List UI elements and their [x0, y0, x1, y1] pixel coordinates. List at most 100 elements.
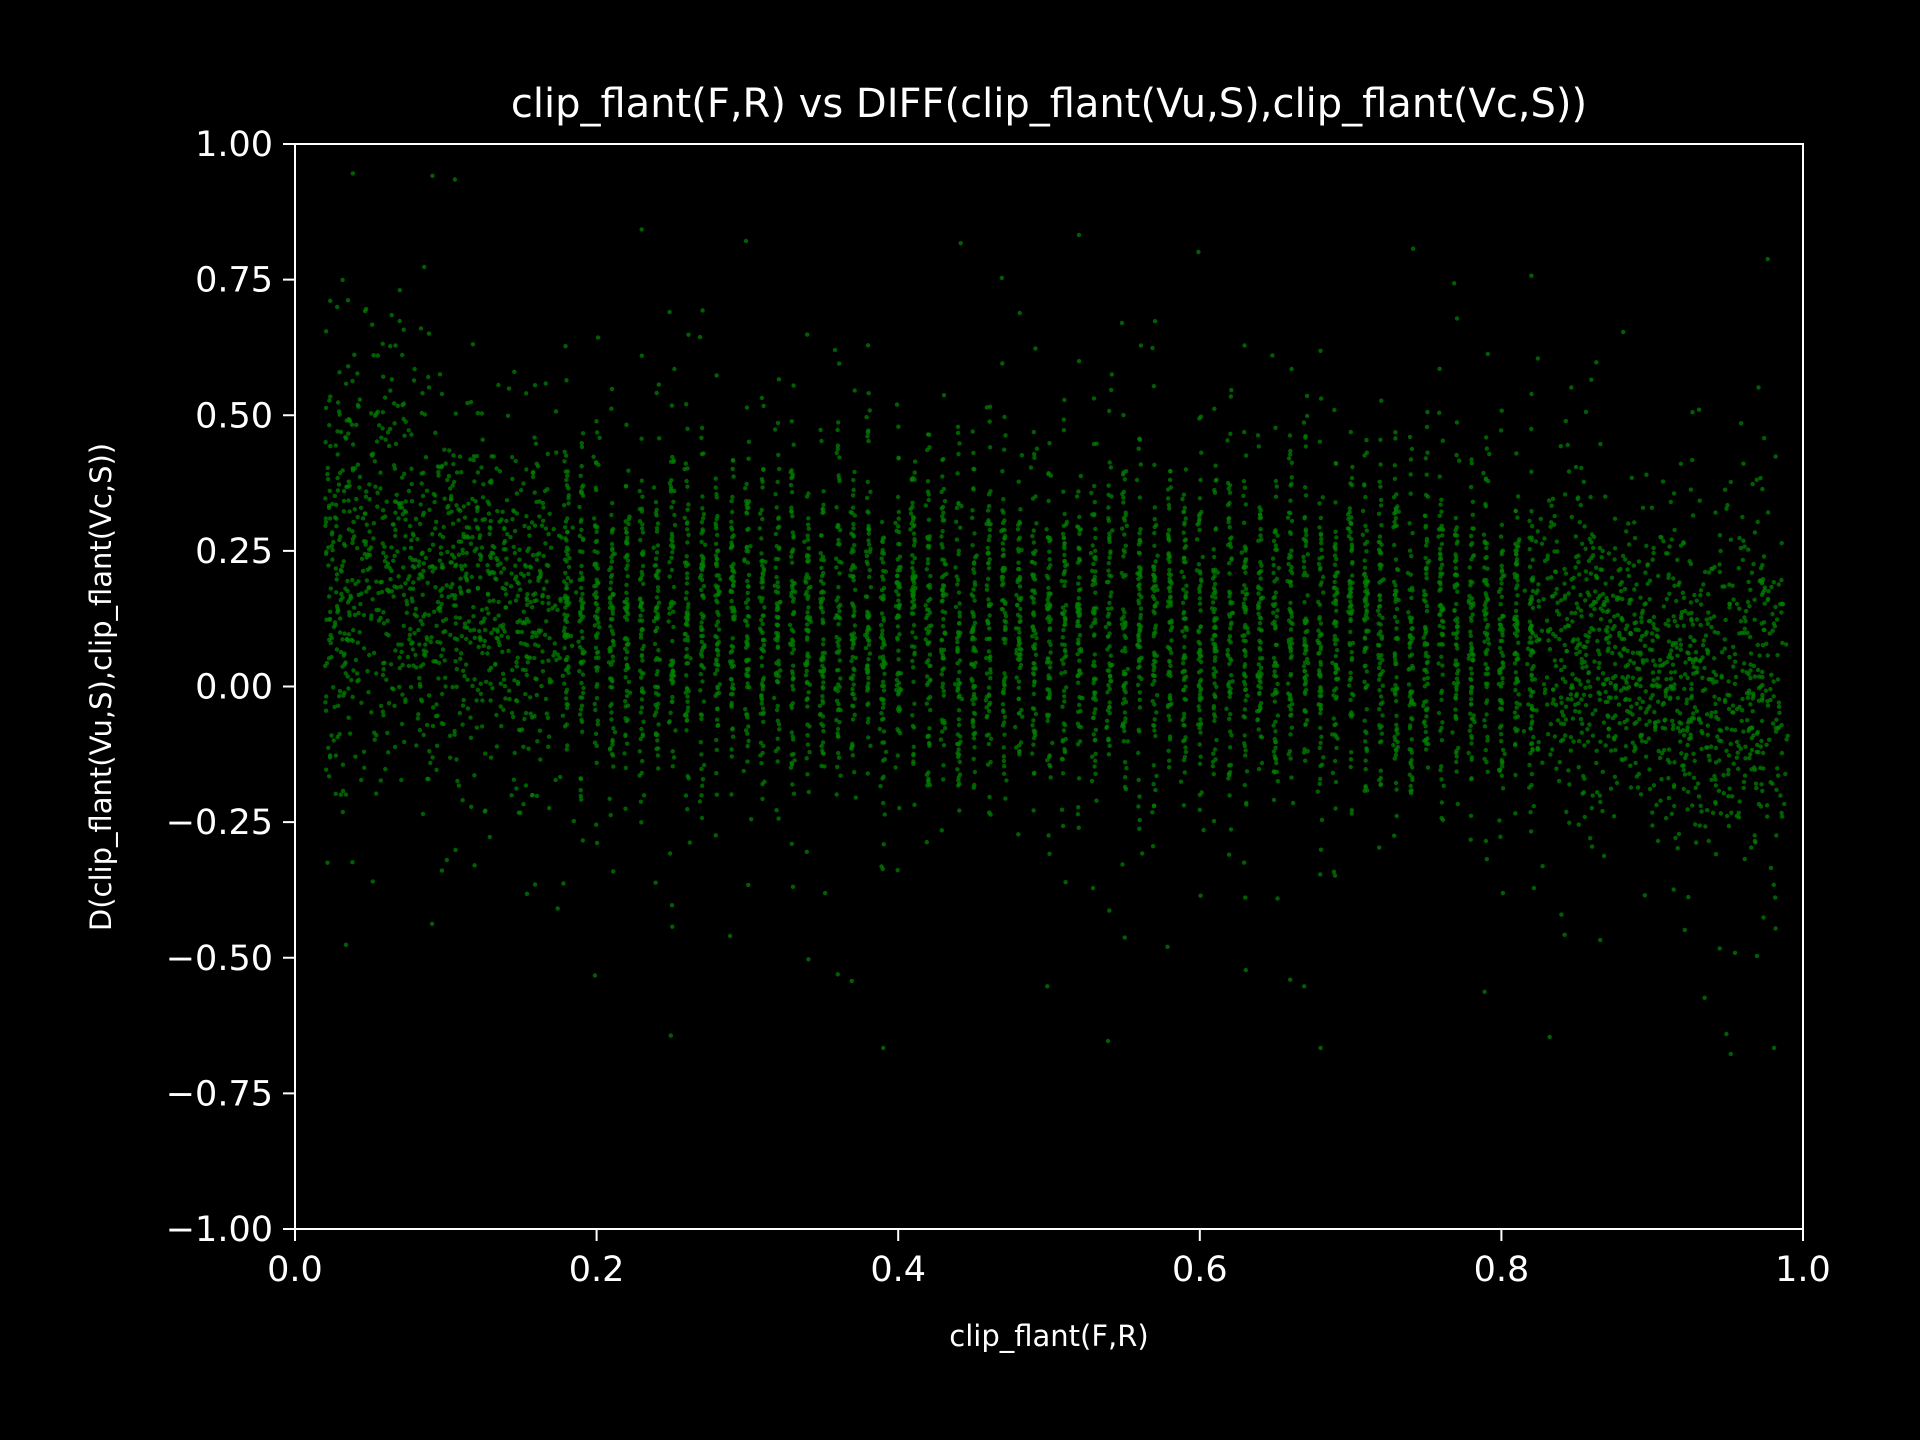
scatter-point — [610, 659, 615, 664]
scatter-point — [924, 607, 930, 612]
scatter-point — [1318, 644, 1324, 649]
scatter-point — [436, 473, 441, 478]
scatter-point — [1349, 750, 1354, 755]
scatter-point — [1271, 610, 1276, 615]
scatter-point — [837, 684, 842, 690]
scatter-point — [504, 581, 509, 586]
scatter-point — [1275, 713, 1281, 718]
scatter-point — [367, 529, 372, 534]
scatter-point — [577, 533, 582, 539]
scatter-point — [790, 474, 795, 480]
scatter-point — [474, 725, 479, 730]
scatter-point — [1242, 429, 1247, 435]
scatter-point — [445, 477, 450, 483]
scatter-point — [940, 545, 945, 550]
scatter-point — [805, 610, 810, 615]
scatter-point — [713, 541, 719, 546]
scatter-point — [504, 518, 509, 524]
scatter-point — [790, 612, 796, 617]
scatter-point — [438, 551, 444, 556]
scatter-point — [639, 436, 644, 441]
scatter-point — [623, 555, 628, 560]
scatter-point — [656, 382, 661, 387]
scatter-point — [806, 789, 811, 795]
scatter-point — [1241, 493, 1246, 499]
scatter-point — [1242, 733, 1247, 738]
scatter-point — [500, 649, 505, 654]
scatter-point — [354, 496, 359, 502]
scatter-point — [434, 767, 439, 772]
scatter-point — [338, 597, 343, 603]
scatter-point — [1243, 548, 1248, 553]
scatter-point — [699, 425, 705, 431]
scatter-point — [1256, 606, 1261, 611]
scatter-point — [1227, 571, 1232, 576]
scatter-point — [972, 691, 977, 697]
scatter-point — [502, 683, 508, 689]
scatter-point — [943, 631, 948, 636]
scatter-point — [1166, 502, 1172, 508]
scatter-point — [804, 494, 810, 499]
scatter-point — [609, 572, 615, 578]
scatter-point — [819, 557, 824, 562]
scatter-point — [564, 586, 569, 591]
scatter-point — [1165, 944, 1170, 949]
scatter-point — [1363, 595, 1369, 600]
scatter-point — [699, 435, 704, 440]
scatter-point — [1153, 559, 1158, 564]
scatter-point — [475, 687, 481, 693]
scatter-point — [1184, 583, 1189, 588]
scatter-point — [400, 512, 406, 517]
scatter-point — [499, 723, 504, 729]
scatter-point — [1246, 630, 1251, 635]
scatter-point — [927, 445, 932, 450]
scatter-point — [453, 659, 458, 664]
scatter-point — [682, 637, 688, 643]
scatter-point — [573, 590, 579, 595]
scatter-point — [444, 857, 449, 863]
scatter-point — [359, 700, 364, 705]
scatter-point — [789, 554, 794, 559]
scatter-point — [1303, 643, 1308, 648]
scatter-point — [430, 723, 436, 729]
scatter-point — [355, 640, 360, 645]
scatter-point — [1288, 498, 1293, 503]
scatter-point — [532, 630, 538, 635]
scatter-point — [819, 438, 824, 444]
scatter-point — [1227, 500, 1232, 506]
scatter-point — [878, 623, 884, 628]
scatter-point — [1198, 754, 1203, 759]
scatter-point — [746, 572, 752, 578]
scatter-point — [1241, 679, 1247, 684]
scatter-point — [405, 654, 411, 660]
scatter-point — [565, 743, 570, 748]
scatter-point — [1061, 417, 1067, 422]
scatter-point — [1015, 527, 1021, 532]
scatter-point — [1317, 616, 1322, 622]
scatter-point — [987, 534, 992, 539]
scatter-point — [893, 765, 898, 770]
scatter-point — [1123, 573, 1128, 578]
scatter-point — [624, 590, 629, 595]
scatter-point — [729, 527, 735, 532]
scatter-point — [481, 643, 486, 648]
scatter-point — [806, 516, 811, 521]
scatter-point — [956, 695, 961, 700]
scatter-point — [1242, 662, 1248, 667]
scatter-point — [1078, 724, 1084, 730]
scatter-point — [1154, 600, 1160, 605]
scatter-point — [423, 455, 429, 460]
scatter-point — [1152, 673, 1158, 679]
scatter-point — [669, 403, 675, 408]
scatter-point — [379, 589, 385, 595]
scatter-point — [1304, 573, 1310, 578]
scatter-point — [1332, 722, 1337, 728]
scatter-point — [1063, 670, 1068, 675]
scatter-point — [437, 372, 443, 377]
scatter-point — [837, 361, 842, 366]
scatter-point — [472, 863, 477, 868]
scatter-point — [1138, 343, 1144, 348]
scatter-point — [927, 624, 932, 629]
scatter-point — [894, 677, 899, 683]
scatter-point — [776, 452, 781, 458]
